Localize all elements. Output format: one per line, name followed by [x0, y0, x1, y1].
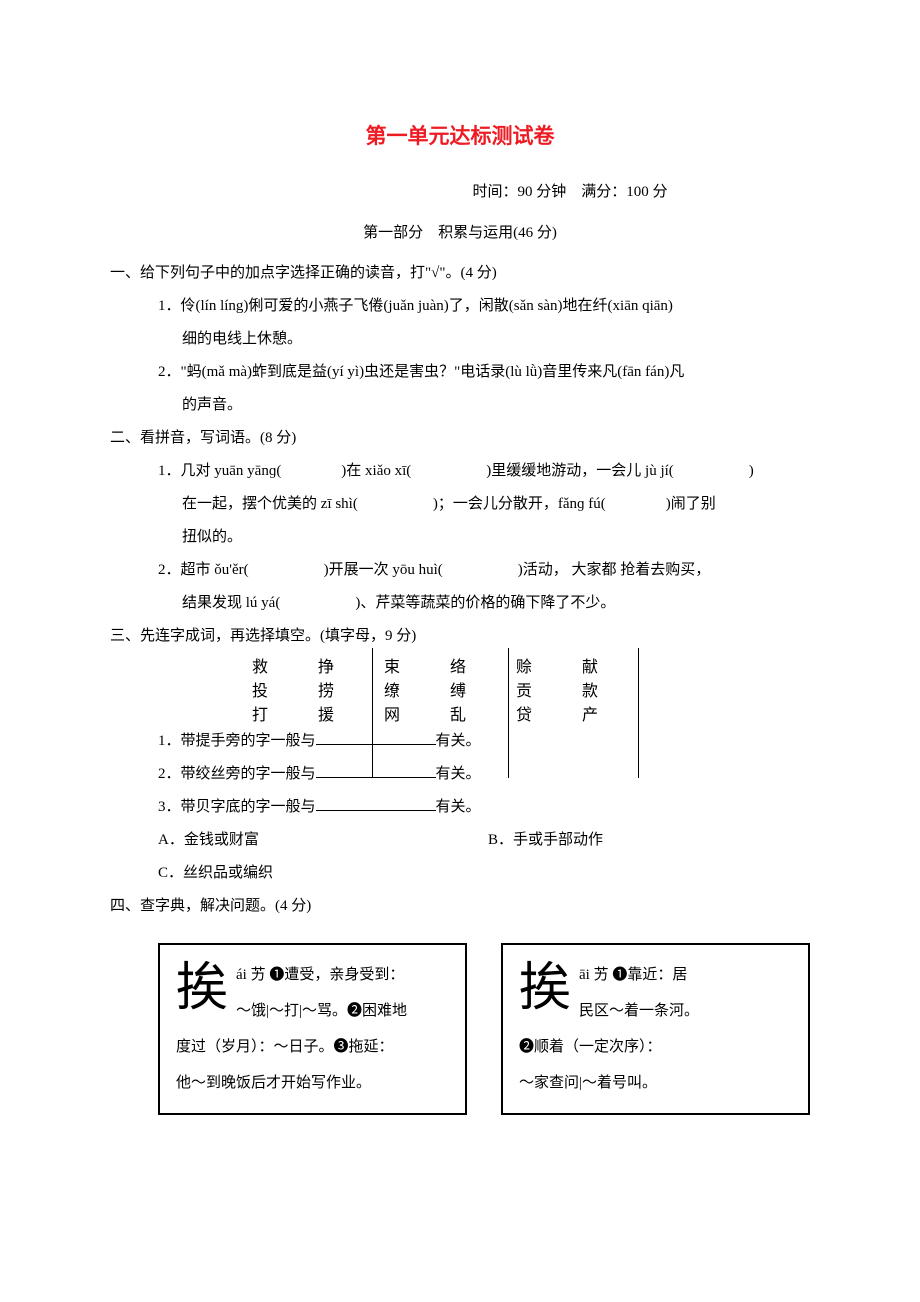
word-cell: 乱: [448, 701, 468, 725]
word-cell: 援: [316, 701, 336, 725]
word-cell: 网: [382, 701, 402, 725]
q3-sub3-pre: 3．带贝字底的字一般与: [158, 799, 316, 815]
dict-pinyin-2: āi 艻: [579, 967, 609, 983]
q3-sub3-post: 有关。: [436, 799, 481, 815]
word-cell: 挣: [316, 653, 336, 677]
blank-line: [316, 744, 436, 745]
q2-header: 二、看拼音，写词语。(8 分): [110, 422, 810, 455]
q2-item2b: 结果发现 lú yá( )、芹菜等蔬菜的价格的确下降了不少。: [110, 587, 810, 620]
q3-sub2-post: 有关。: [436, 766, 481, 782]
word-cell: 束: [382, 653, 402, 677]
q3-header: 三、先连字成词，再选择填空。(填字母，9 分): [110, 620, 810, 653]
dict-line3-1: 度过（岁月）：～日子。❸拖延：: [176, 1039, 394, 1055]
q2-item1b: 在一起，摆个优美的 zī shì( )；一会儿分散开，fǎnɡ fú( )闹了别: [110, 488, 810, 521]
q2-item2a: 2．超市 ǒu'ěr( )开展一次 yōu huì( )活动， 大家都 抢着去购…: [134, 554, 810, 587]
word-cell: 缭: [382, 677, 402, 701]
q3-sub1: 1．带提手旁的字一般与 有关。: [110, 725, 810, 758]
dict-line4-2: ～家查问|～着号叫。: [519, 1075, 657, 1091]
word-row-3: 打 援 网 乱 贷 产: [110, 701, 810, 725]
word-cell: 贡: [514, 677, 534, 701]
q1-item2-cont: 的声音。: [110, 389, 810, 422]
q3-sub1-pre: 1．带提手旁的字一般与: [158, 733, 316, 749]
q2-item1a: 1．几对 yuān yānɡ( )在 xiǎo xī( )里缓缓地游动，一会儿 …: [134, 455, 810, 488]
q1-item1-cont: 细的电线上休憩。: [110, 323, 810, 356]
dict-line3-2: ❷顺着（一定次序）：: [519, 1039, 662, 1055]
word-cell: 款: [580, 677, 600, 701]
word-cell: 络: [448, 653, 468, 677]
q1-header: 一、给下列句子中的加点字选择正确的读音，打"√"。(4 分): [110, 257, 810, 290]
q1-item2: 2．"蚂(mǎ mà)蚱到底是益(yí yì)虫还是害虫？"电话录(lù lǜ)…: [134, 356, 810, 389]
dict-line1-1: ❶遭受，亲身受到：: [269, 967, 404, 983]
dict-box-2: 挨 āi 艻 ❶靠近：居 民区～着一条河。 ❷顺着（一定次序）： ～家查问|～着…: [501, 943, 810, 1115]
q1-item1: 1．伶(lín líng)俐可爱的小燕子飞倦(juǎn juàn)了，闲散(sǎ…: [134, 290, 810, 323]
q4-header: 四、查字典，解决问题。(4 分): [110, 890, 810, 923]
q3-sub1-post: 有关。: [436, 733, 481, 749]
word-cell: 捞: [316, 677, 336, 701]
q3-sub2: 2．带绞丝旁的字一般与 有关。: [110, 758, 810, 791]
dict-char-2: 挨: [519, 963, 571, 1015]
blank-line: [316, 810, 436, 811]
dictionary-boxes: 挨 ái 艻 ❶遭受，亲身受到： ～饿|～打|～骂。❷困难地 度过（岁月）：～日…: [110, 943, 810, 1115]
blank-line: [316, 777, 436, 778]
word-cell: 产: [580, 701, 600, 725]
dict-char-1: 挨: [176, 963, 228, 1015]
dict-line2-2: 民区～着一条河。: [579, 1003, 699, 1019]
q3-sub2-pre: 2．带绞丝旁的字一般与: [158, 766, 316, 782]
word-table: 救 挣 束 络 赊 献 投 捞 缭 缚 贡 款 打 援 网 乱 贷 产: [110, 653, 810, 725]
part-header: 第一部分 积累与运用(46 分): [110, 221, 810, 242]
word-cell: 献: [580, 653, 600, 677]
q3-options-row1: A．金钱或财富 B．手或手部动作: [110, 824, 810, 857]
q2-item1c: 扭似的。: [110, 521, 810, 554]
word-cell: 贷: [514, 701, 534, 725]
dict-box-1: 挨 ái 艻 ❶遭受，亲身受到： ～饿|～打|～骂。❷困难地 度过（岁月）：～日…: [158, 943, 467, 1115]
dict-line1-2: ❶靠近：居: [612, 967, 687, 983]
word-row-1: 救 挣 束 络 赊 献: [110, 653, 810, 677]
dict-line2-1: ～饿|～打|～骂。❷困难地: [236, 1003, 407, 1019]
dict-pinyin-1: ái 艻: [236, 967, 266, 983]
word-cell: 赊: [514, 653, 534, 677]
q3-optC: C．丝织品或编织: [110, 857, 810, 890]
timing-info: 时间：90 分钟 满分：100 分: [110, 180, 810, 201]
word-cell: 缚: [448, 677, 468, 701]
word-row-2: 投 捞 缭 缚 贡 款: [110, 677, 810, 701]
word-cell: 投: [250, 677, 270, 701]
q3-optA: A．金钱或财富: [158, 824, 488, 857]
word-cell: 打: [250, 701, 270, 725]
q3-sub3: 3．带贝字底的字一般与 有关。: [110, 791, 810, 824]
document-title: 第一单元达标测试卷: [110, 120, 810, 150]
q3-optB: B．手或手部动作: [488, 824, 603, 857]
word-cell: 救: [250, 653, 270, 677]
dict-line4-1: 他～到晚饭后才开始写作业。: [176, 1075, 371, 1091]
